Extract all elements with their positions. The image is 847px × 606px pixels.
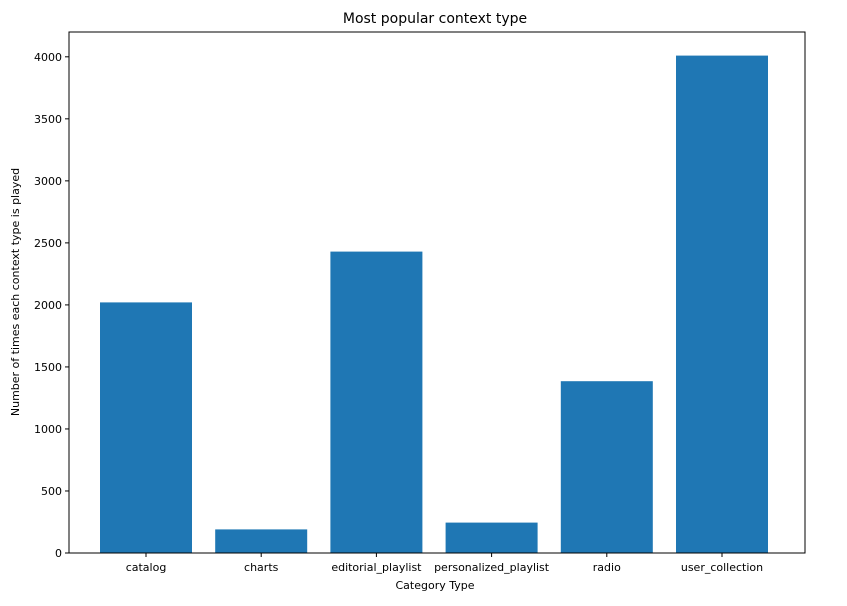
y-tick-label: 0 — [55, 547, 62, 560]
x-axis-ticks: catalog charts editorial_playlist personali… — [126, 553, 763, 574]
bar-radio — [560, 381, 653, 553]
y-axis-label: Number of times each context type is pla… — [9, 168, 22, 416]
y-tick-label: 2000 — [34, 299, 62, 312]
y-tick-label: 3500 — [34, 113, 62, 126]
x-tick-label: radio — [593, 561, 621, 574]
bar-charts — [215, 529, 308, 553]
x-tick-label: catalog — [126, 561, 167, 574]
y-tick-label: 1000 — [34, 423, 62, 436]
bar-personalized-playlist — [445, 522, 538, 553]
chart-title: Most popular context type — [343, 11, 527, 27]
y-tick-label: 2500 — [34, 237, 62, 250]
y-axis-ticks: 0 500 1000 1500 2000 2500 3000 3500 4000 — [34, 51, 69, 560]
x-tick-label: user_collection — [681, 561, 763, 574]
plot-frame — [68, 31, 806, 554]
y-tick-label: 1500 — [34, 361, 62, 374]
x-axis-label: Category Type — [395, 579, 474, 592]
x-tick-label: editorial_playlist — [331, 561, 422, 574]
bars-layer — [100, 55, 768, 553]
bar-catalog — [100, 302, 192, 553]
x-tick-label: personalized_playlist — [434, 561, 550, 574]
bar-user-collection — [676, 55, 768, 553]
x-tick-label: charts — [244, 561, 279, 574]
y-tick-label: 3000 — [34, 175, 62, 188]
y-tick-label: 500 — [41, 485, 62, 498]
y-tick-label: 4000 — [34, 51, 62, 64]
bar-editorial-playlist — [330, 251, 423, 553]
